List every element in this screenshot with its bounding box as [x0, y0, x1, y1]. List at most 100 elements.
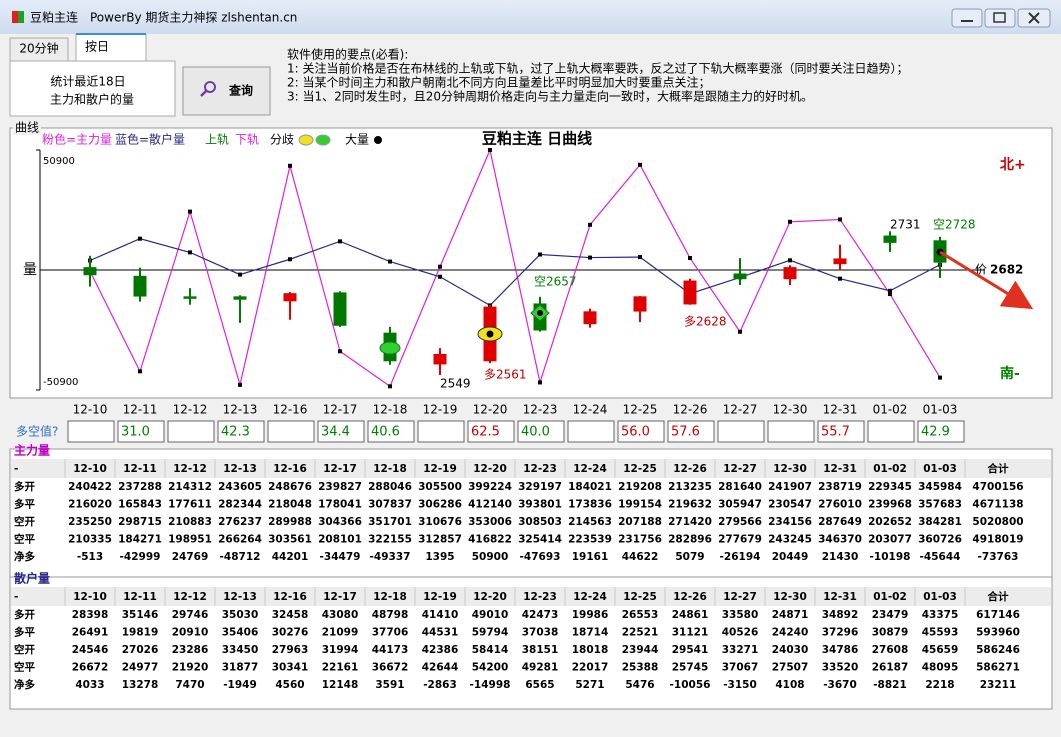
table-cell: 329197	[518, 481, 562, 493]
table-header	[11, 587, 1051, 606]
panel	[9, 60, 176, 117]
line-vertex	[338, 239, 342, 244]
table-cell: 184021	[568, 481, 612, 493]
window-controls[interactable]	[951, 8, 1051, 28]
ratio-box	[667, 420, 715, 443]
table-cell: 13278	[122, 679, 159, 691]
candle-body	[583, 311, 597, 325]
table-cell: 243245	[768, 533, 812, 545]
table-cell: 346370	[818, 533, 862, 545]
table-total: 4700156	[972, 481, 1023, 493]
table-cell: 240422	[68, 481, 112, 493]
tab-label[interactable]: 按日	[85, 40, 109, 54]
table-cell: 37038	[522, 626, 559, 638]
table-cell: 241907	[768, 481, 812, 493]
table-header-cell: 12-16	[273, 591, 307, 603]
table-cell: 248676	[268, 481, 312, 493]
row-label: 空平	[14, 660, 35, 673]
table-cell: 230547	[768, 498, 812, 510]
table-cell: 210883	[168, 516, 212, 528]
table-cell: 184271	[118, 533, 162, 545]
candle-body	[633, 296, 647, 312]
table-cell: 243605	[218, 481, 262, 493]
x-tick-label: 12-11	[123, 403, 158, 417]
table-cell: 4108	[775, 679, 804, 691]
price-annotation: 多2628	[684, 315, 727, 329]
candle-body	[83, 267, 97, 276]
table-cell: 276010	[818, 498, 862, 510]
ratio-box	[67, 420, 115, 443]
table-cell: 307837	[368, 498, 412, 510]
query-button[interactable]	[182, 66, 271, 116]
price-annotation: 空2657	[534, 275, 577, 289]
table-cell: 31877	[222, 661, 259, 673]
table-cell: 26672	[72, 661, 109, 673]
series-line	[89, 148, 941, 388]
minimize-button[interactable]	[951, 8, 983, 28]
table-header-cell: 12-17	[323, 463, 357, 475]
ratio-box	[567, 420, 615, 443]
table-cell: 277679	[718, 533, 762, 545]
legend-entry: 蓝色=散户量	[115, 132, 185, 147]
table-cell: 289988	[268, 516, 312, 528]
ratio-box	[317, 420, 365, 443]
button-label[interactable]: 查询	[228, 83, 253, 98]
line-vertex	[938, 375, 942, 380]
x-tick-label: 12-17	[323, 403, 358, 417]
table-cell: 416822	[468, 533, 512, 545]
ratio-value: 42.9	[921, 425, 950, 440]
table-header-cell: 12-19	[423, 591, 457, 603]
table-cell: 37067	[722, 661, 759, 673]
table-cell: 213235	[668, 481, 712, 493]
table-header-cell: 12-12	[173, 463, 207, 475]
table-cell: 31994	[322, 644, 359, 656]
ratio-value: 42.3	[221, 425, 250, 440]
tab-label[interactable]: 20分钟	[19, 41, 58, 56]
x-tick-label: 12-16	[273, 403, 308, 417]
table-cell: 42473	[522, 609, 559, 621]
line-vertex	[588, 222, 592, 227]
table-cell: -8821	[873, 679, 907, 691]
ratio-box	[617, 420, 665, 443]
table-cell: 50900	[472, 551, 509, 563]
table-cell: 4560	[275, 679, 304, 691]
table-cell: 35406	[222, 626, 259, 638]
table-cell: 21430	[822, 551, 859, 563]
volume-signal	[486, 330, 494, 338]
maximize-button[interactable]	[984, 8, 1016, 28]
line-vertex	[288, 163, 292, 168]
table-cell: 33580	[722, 609, 759, 621]
table-cell: 35146	[122, 609, 159, 621]
table-cell: 298715	[118, 516, 162, 528]
table-header-cell: 01-02	[873, 463, 907, 475]
table-cell: 48798	[372, 609, 409, 621]
x-tick-label: 12-25	[623, 403, 658, 417]
table-header-cell: 12-26	[673, 591, 707, 603]
table-cell: 26491	[72, 626, 109, 638]
table-cell: 282344	[218, 498, 262, 510]
table-cell: 24546	[72, 644, 109, 656]
table-cell: 5079	[675, 551, 704, 563]
row-label: 净多	[14, 550, 35, 563]
table-header-cell: 12-19	[423, 463, 457, 475]
table-cell: 173836	[568, 498, 612, 510]
x-tick-label: 12-12	[173, 403, 208, 417]
table-cell: 34892	[822, 609, 859, 621]
table-cell: 239827	[318, 481, 362, 493]
table-cell: 308503	[518, 516, 562, 528]
table-header-cell: 12-17	[323, 591, 357, 603]
legend-symbol	[315, 134, 331, 146]
table-cell: 20449	[772, 551, 809, 563]
candle-body	[283, 293, 297, 302]
table-cell: -49337	[370, 551, 411, 563]
table-cell: 27608	[872, 644, 909, 656]
ratio-box	[767, 420, 815, 443]
volume-signal	[537, 310, 543, 316]
table-cell: -513	[77, 551, 103, 563]
table-header-cell: 12-20	[473, 591, 507, 603]
table-cell: 223539	[568, 533, 612, 545]
data-table: 散户量 - 12-10 12-11 12-12 12-13 12-16 12-17 12-18 1…	[9, 571, 1053, 710]
table-cell: 40526	[722, 626, 759, 638]
table-total: 593960	[976, 626, 1020, 638]
table-total: 4671138	[972, 498, 1023, 510]
